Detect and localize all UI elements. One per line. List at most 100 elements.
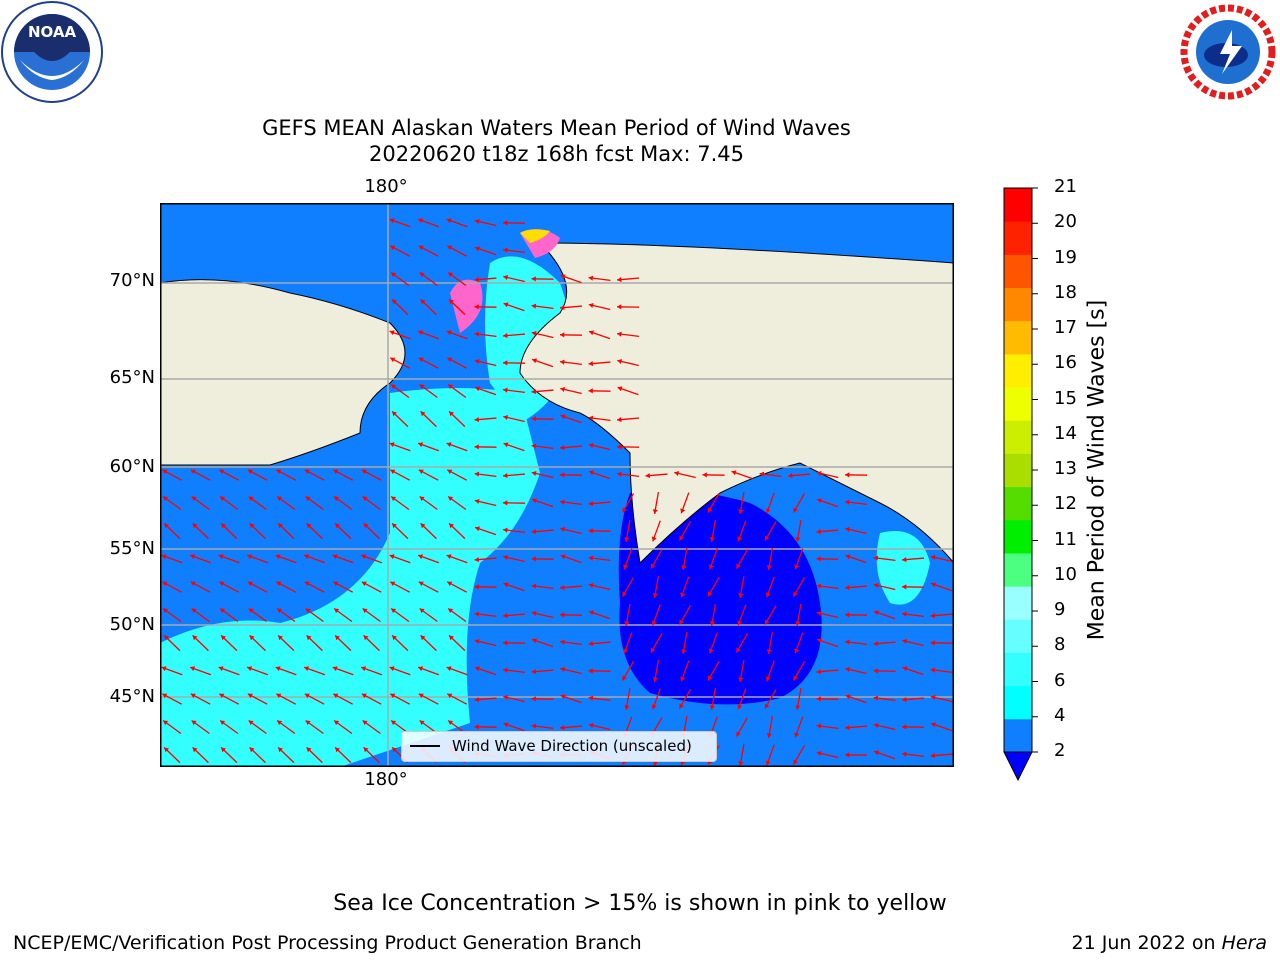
land-alaska [519,242,954,565]
wind-arrow-head [560,612,565,618]
wind-arrow-head [795,621,801,626]
wind-arrow-head [304,693,310,699]
wind-arrow-head [247,581,253,587]
wind-arrow-head [845,639,850,645]
footer-date-text: 21 Jun 2022 on [1071,932,1216,954]
wind-arrow-head [276,581,282,587]
wind-arrow-head [391,608,397,614]
wind-arrow-head [474,638,480,645]
wind-arrow-head [560,499,565,505]
wind-arrow-head [793,675,798,681]
wind-arrow-head [651,620,657,626]
colorbar-tick-label: 14 [1054,422,1077,444]
wind-arrow-head [220,608,226,614]
wind-arrow-head [278,523,283,529]
wind-arrow-head [333,693,339,699]
wind-arrow-head [816,750,822,757]
wind-arrow-head [247,693,253,699]
wind-arrow-head [873,722,879,729]
wind-arrow-head [765,760,771,766]
wind-arrow-head [392,523,397,529]
wind-arrow-head [420,299,426,305]
colorbar-segment [1004,685,1032,720]
wind-arrow-head [276,693,282,699]
wind-arrow-head [681,565,687,570]
colorbar-tick-label: 8 [1054,634,1066,656]
wind-arrow-head [218,666,224,672]
wind-arrow-head [795,537,801,542]
wind-arrow-head [617,471,622,477]
land-siberia [160,279,406,466]
wind-arrow-head [161,666,167,672]
wind-arrow-head [247,469,253,475]
wind-arrow-head [333,469,339,475]
footer-host: Hera [1221,932,1267,954]
wind-arrow-head [448,496,454,502]
colorbar-segment [1004,420,1032,454]
wind-arrow-head [446,442,452,448]
wind-arrow-head [645,473,651,479]
wind-arrow-head [162,581,168,587]
wind-arrow-head [560,526,566,533]
wind-arrow-head [389,442,395,448]
wind-arrow-head [447,469,453,475]
wind-arrow-head [560,274,566,280]
wind-arrow-head [192,635,198,641]
wind-arrow-head [589,610,594,616]
wind-arrow-head [931,722,936,728]
wind-arrow-head [362,720,368,726]
wind-arrow-head [623,564,629,570]
wind-arrow-head [679,703,684,709]
wind-arrow-head [736,563,741,569]
wind-arrow-head [902,611,907,617]
wind-arrow-head [475,526,480,532]
chart-subtitle: 20220620 t18z 168h fcst Max: 7.45 [369,142,744,166]
wind-arrow-head [275,554,281,560]
wind-arrow-head [449,299,454,305]
wind-arrow-head [277,496,283,502]
wind-arrow-head [474,277,480,283]
wind-arrow-head [277,608,283,614]
wind-arrow-head [248,608,254,614]
chart-title: GEFS MEAN Alaskan Waters Mean Period of … [262,116,851,140]
wind-arrow-head [219,469,225,475]
wind-arrow-head [418,218,424,224]
wind-arrow-head [391,720,397,726]
wind-arrow-head [190,469,196,475]
wind-arrow-head [190,554,196,560]
wind-arrow-head [191,496,197,502]
wind-arrow-head [531,583,537,589]
wind-arrow-head [474,471,480,477]
wind-arrow-head [845,752,850,758]
wind-arrow-head [392,747,397,753]
wind-arrow-head [816,723,822,729]
wind-arrow-head [816,610,822,617]
wind-arrow-head [560,554,566,560]
wind-arrow-head [192,747,198,753]
wind-arrow-head [247,554,253,560]
wind-arrow-head [845,585,850,591]
colorbar-extend-triangle [1003,751,1033,782]
wind-arrow-head [531,529,537,535]
wind-arrow-head [163,720,169,726]
wind-arrow-head [190,666,196,672]
wind-arrow-head [221,635,226,641]
wind-arrow-head [531,610,537,617]
wind-arrow-head [390,581,396,587]
wind-arrow-head [560,386,566,393]
wind-arrow-head [622,675,627,681]
wind-arrow-head [420,635,426,641]
wind-arrow-head [419,608,425,614]
wind-arrow-head [474,557,480,563]
wind-arrow-head [392,635,397,641]
wind-arrow-head [418,666,424,672]
wind-arrow-head [532,358,537,364]
wind-arrow-head [419,720,425,726]
wind-arrow-head [503,582,509,588]
wind-arrow-head [873,582,879,589]
wind-arrow-head [902,697,907,703]
wind-arrow-head [902,666,908,672]
wind-arrow-head [793,507,798,513]
wind-arrow-head [446,554,452,560]
wind-arrow-head [709,537,715,542]
